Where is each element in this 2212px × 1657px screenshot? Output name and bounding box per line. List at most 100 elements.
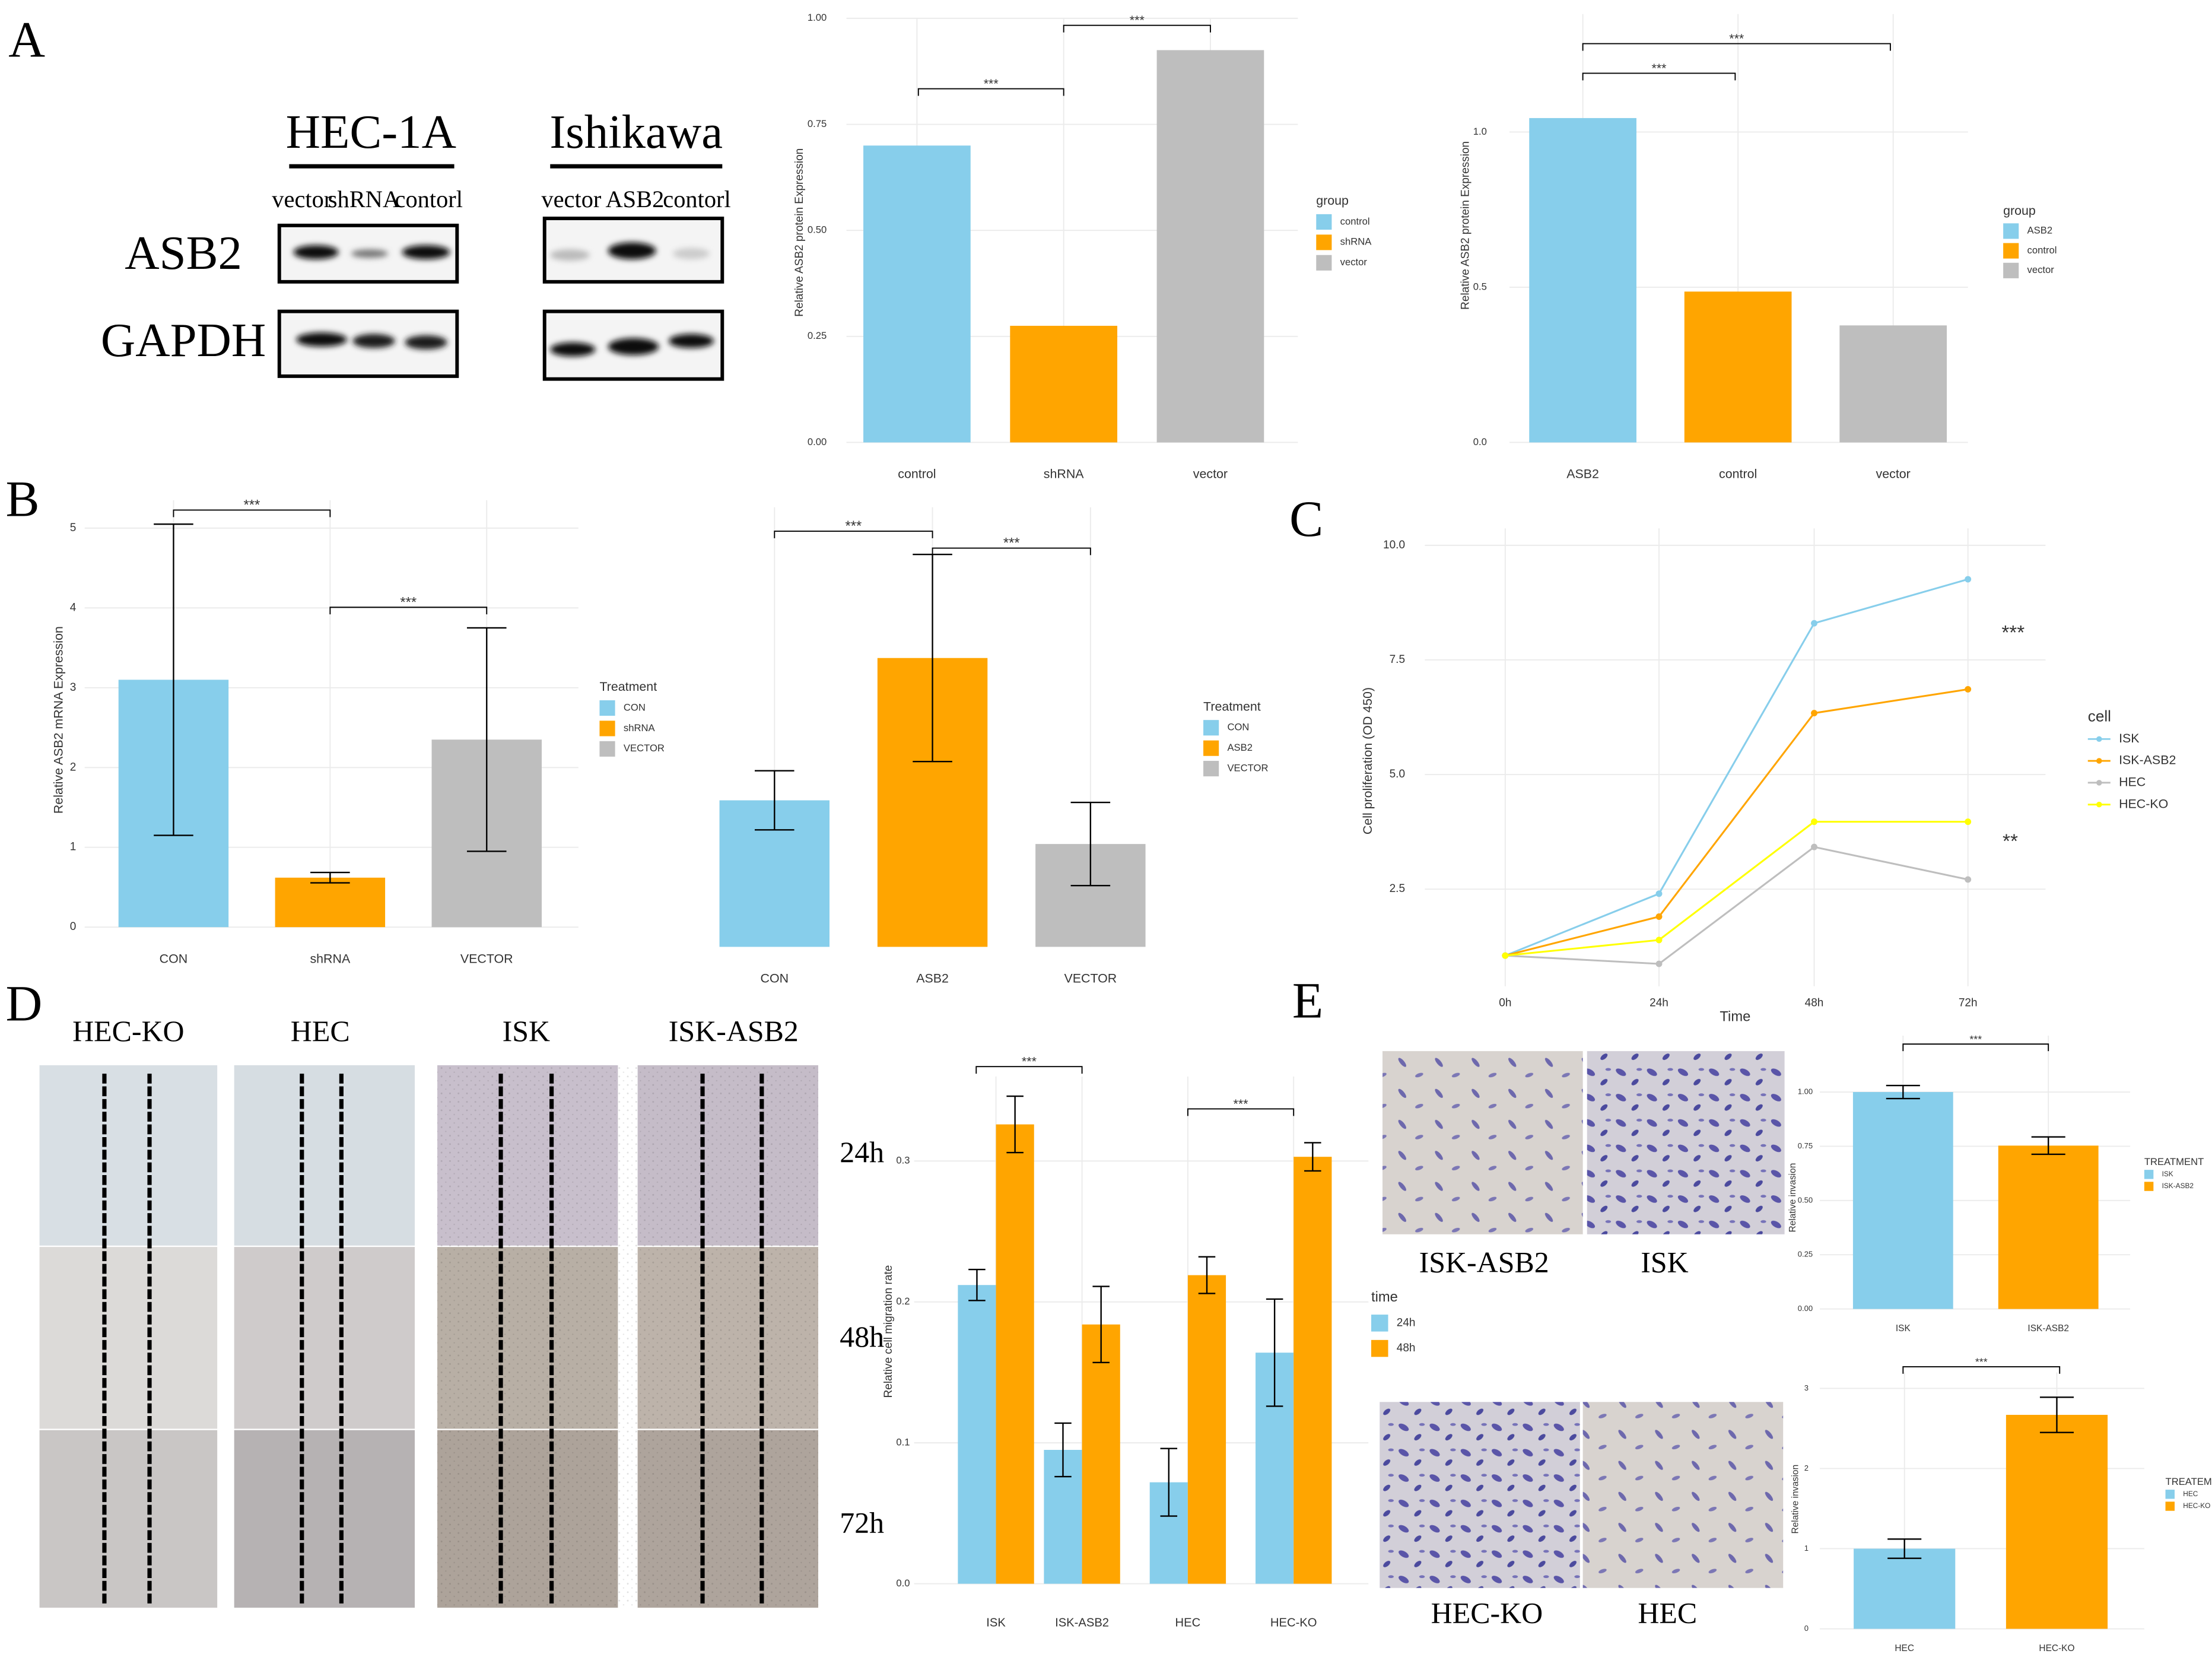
significance-label: ***	[1652, 61, 1667, 75]
y-tick-label: 5.0	[1390, 768, 1405, 780]
point	[1811, 710, 1817, 717]
significance-bracket	[932, 547, 1091, 555]
y-tick-label: 0.50	[808, 224, 827, 236]
bar	[1010, 325, 1118, 443]
y-tick-label: 3	[70, 681, 77, 694]
error-bar	[1054, 1422, 1072, 1478]
legend-swatch	[2003, 262, 2019, 278]
significance-label: ***	[1022, 1055, 1037, 1069]
bar	[2006, 1414, 2108, 1629]
error-bar	[754, 770, 794, 831]
legend-swatch	[2003, 223, 2019, 239]
legend-swatch	[2144, 1170, 2154, 1179]
x-tick-label: 48h	[1805, 996, 1824, 1009]
significance-label: ***	[1729, 31, 1744, 46]
y-tick-label: 0.0	[896, 1577, 910, 1589]
legend-label: ISK-ASB2	[2119, 753, 2176, 767]
legend-swatch	[1203, 740, 1219, 756]
legend-label: control	[2027, 245, 2057, 256]
point	[1965, 576, 1972, 583]
legend-swatch	[1316, 255, 1332, 271]
x-tick-label: CON	[761, 972, 789, 986]
migration-images	[39, 1065, 818, 1608]
x-tick-label: ASB2	[1566, 467, 1599, 481]
error-bar	[2031, 1136, 2065, 1156]
x-tick-label: ISK	[1896, 1323, 1911, 1334]
cell-line-label: HEC-1A	[286, 106, 456, 158]
y-tick-label: 1.0	[1473, 126, 1487, 137]
error-bar	[2039, 1396, 2074, 1433]
point	[1655, 913, 1663, 920]
legend-swatch	[1316, 234, 1332, 250]
significance-bracket	[173, 509, 331, 518]
y-tick-label: 1	[70, 841, 77, 853]
bar	[996, 1124, 1034, 1584]
bar	[1187, 1275, 1226, 1584]
lane-label: vector	[541, 186, 602, 212]
image-label: ISK-ASB2	[1419, 1246, 1549, 1278]
significance-label: ***	[846, 518, 862, 534]
legend-title: cell	[2088, 707, 2111, 725]
y-tick-label: 0.25	[1798, 1250, 1813, 1259]
legend-label: ISK	[2119, 731, 2140, 745]
legend-swatch	[2144, 1182, 2154, 1191]
x-tick-label: vector	[1193, 467, 1228, 481]
lane-label: contorl	[395, 186, 463, 212]
bar	[958, 1285, 996, 1584]
y-tick-label: 0.0	[1473, 436, 1487, 447]
y-tick-label: 0.00	[808, 436, 827, 447]
bar	[1684, 291, 1792, 443]
legend-swatch	[1371, 1315, 1388, 1332]
x-tick-label: ISK-ASB2	[2027, 1323, 2069, 1334]
y-axis-label: Relative invasion	[1788, 1163, 1798, 1233]
legend-swatch	[1203, 720, 1219, 736]
y-tick-label: 2	[1804, 1464, 1809, 1472]
line	[1505, 846, 1969, 965]
point	[1502, 952, 1509, 959]
y-tick-label: 7.5	[1390, 653, 1405, 666]
error-bar	[1160, 1448, 1178, 1517]
error-bar	[1092, 1285, 1110, 1363]
y-tick-label: 0.25	[808, 330, 827, 341]
lane-label: shRNA	[328, 186, 400, 212]
y-tick-label: 0.50	[1798, 1195, 1813, 1204]
y-tick-label: 1.00	[1798, 1087, 1813, 1096]
x-axis-label: Time	[1720, 1008, 1750, 1024]
legend-label: ASB2	[2027, 225, 2053, 236]
significance-label: ***	[2001, 622, 2025, 644]
y-tick-label: 5	[70, 522, 77, 534]
legend-label: HEC	[2119, 774, 2146, 789]
legend-swatch	[1203, 761, 1219, 777]
invasion-images	[1380, 1051, 1785, 1588]
x-tick-label: HEC-KO	[1270, 1616, 1317, 1629]
legend-label: control	[1340, 215, 1370, 227]
image-row-label: 24h	[840, 1136, 884, 1169]
legend-label: ISK-ASB2	[2162, 1182, 2194, 1190]
point	[1811, 818, 1817, 826]
legend-title: TREATMENT	[2144, 1156, 2204, 1167]
error-bar	[466, 627, 507, 852]
image-label: ISK	[1641, 1246, 1688, 1278]
point	[1655, 960, 1663, 967]
y-tick-label: 10.0	[1383, 539, 1405, 551]
legend-swatch	[599, 720, 615, 737]
x-tick-label: ISK-ASB2	[1055, 1616, 1109, 1629]
legend-swatch	[2003, 243, 2019, 259]
error-bar	[1198, 1256, 1216, 1294]
y-tick-label: 2	[70, 761, 77, 773]
significance-label: ***	[1234, 1097, 1248, 1111]
x-tick-label: HEC	[1895, 1643, 1914, 1653]
significance-label: ***	[984, 77, 999, 91]
protein-label: GAPDH	[101, 314, 266, 367]
legend-label: VECTOR	[624, 742, 665, 754]
y-axis-label: Relative ASB2 mRNA Expression	[51, 626, 65, 814]
x-tick-label: shRNA	[310, 951, 350, 966]
panel-label: A	[8, 12, 45, 68]
point	[1655, 937, 1663, 944]
bar	[1852, 1092, 1953, 1309]
error-bar	[1886, 1084, 1920, 1100]
x-tick-label: shRNA	[1044, 467, 1084, 481]
lane-label: vector	[272, 186, 332, 212]
legend-label: vector	[1340, 256, 1368, 268]
